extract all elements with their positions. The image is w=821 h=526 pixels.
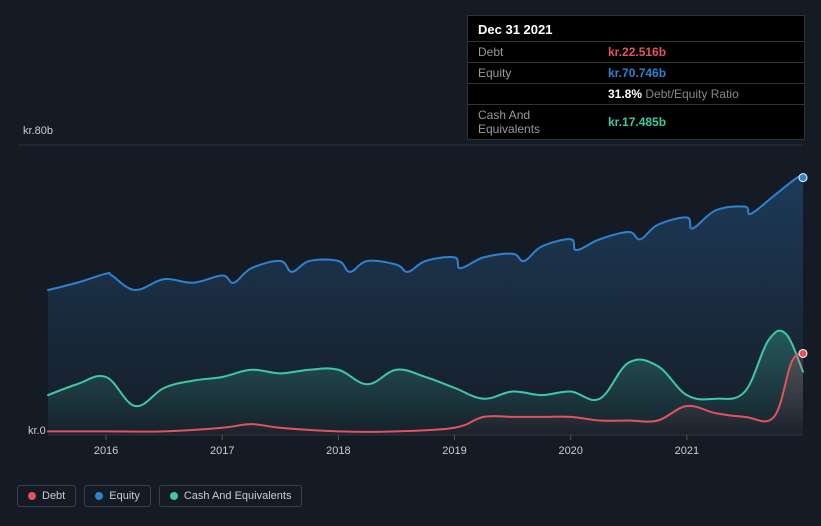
- y-axis-label-min: kr.0: [28, 425, 46, 437]
- chart-legend: Debt Equity Cash And Equivalents: [17, 485, 302, 507]
- tooltip-row-value: kr.22.516b: [598, 42, 804, 63]
- x-axis-label: 2018: [326, 445, 350, 457]
- legend-item-equity[interactable]: Equity: [84, 485, 151, 507]
- tooltip-row: Debtkr.22.516b: [468, 42, 804, 63]
- x-axis-label: 2020: [558, 445, 582, 457]
- tooltip-table: Debtkr.22.516b Equitykr.70.746b 31.8% De…: [468, 41, 804, 139]
- legend-label: Cash And Equivalents: [184, 490, 292, 502]
- legend-label: Equity: [109, 490, 140, 502]
- tooltip-row: Equitykr.70.746b: [468, 63, 804, 84]
- tooltip-row-label: Debt: [468, 42, 598, 63]
- x-axis-label: 2019: [442, 445, 466, 457]
- legend-label: Debt: [42, 490, 65, 502]
- legend-dot: [170, 492, 178, 500]
- tooltip-row-label: Cash And Equivalents: [468, 105, 598, 140]
- x-axis-label: 2017: [210, 445, 234, 457]
- x-axis-label: 2021: [675, 445, 699, 457]
- tooltip-row-label: [468, 84, 598, 105]
- tooltip-row-value: kr.70.746b: [598, 63, 804, 84]
- x-axis-label: 2016: [94, 445, 118, 457]
- legend-dot: [28, 492, 36, 500]
- legend-dot: [95, 492, 103, 500]
- chart-tooltip: Dec 31 2021 Debtkr.22.516b Equitykr.70.7…: [467, 15, 805, 140]
- y-axis-label-max: kr.80b: [23, 125, 53, 137]
- legend-item-cash-and-equivalents[interactable]: Cash And Equivalents: [159, 485, 303, 507]
- tooltip-row-value: 31.8% Debt/Equity Ratio: [598, 84, 804, 105]
- tooltip-date: Dec 31 2021: [468, 16, 804, 41]
- tooltip-row-value: kr.17.485b: [598, 105, 804, 140]
- tooltip-row: 31.8% Debt/Equity Ratio: [468, 84, 804, 105]
- legend-item-debt[interactable]: Debt: [17, 485, 76, 507]
- tooltip-row-label: Equity: [468, 63, 598, 84]
- tooltip-row: Cash And Equivalentskr.17.485b: [468, 105, 804, 140]
